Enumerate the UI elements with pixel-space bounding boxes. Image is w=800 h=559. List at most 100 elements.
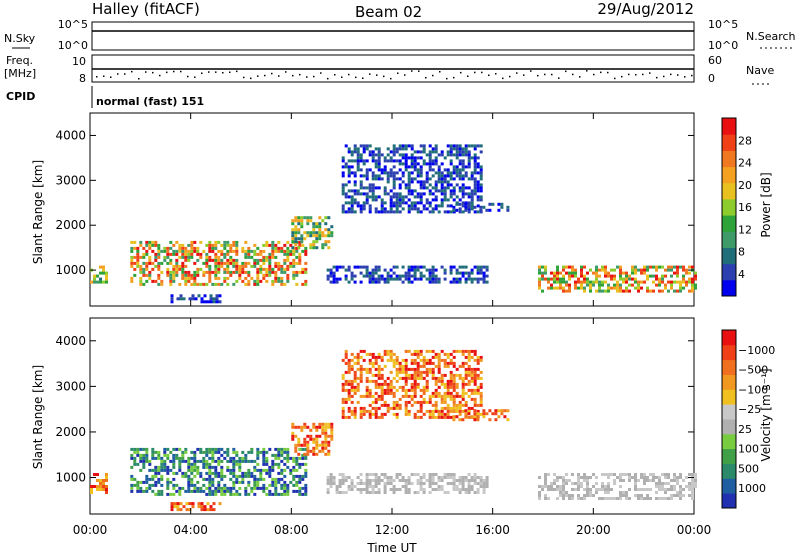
data-cell [99, 488, 102, 491]
data-cell [353, 280, 357, 284]
data-cell [235, 246, 239, 250]
data-cell [395, 373, 399, 377]
data-cell [646, 265, 649, 269]
data-cell [178, 249, 182, 253]
data-cell [392, 485, 396, 488]
data-cell [211, 465, 215, 469]
data-cell [151, 456, 155, 460]
data-cell [416, 355, 420, 359]
data-cell [679, 476, 682, 479]
data-cell [286, 246, 290, 250]
data-cell [428, 277, 432, 281]
data-cell [271, 483, 275, 487]
y-tick-label: 2000 [55, 218, 86, 232]
data-cell [151, 474, 155, 478]
data-cell [371, 280, 375, 284]
data-cell [166, 453, 170, 457]
data-cell [377, 280, 381, 284]
data-cell [679, 289, 682, 293]
data-cell [353, 355, 357, 359]
data-cell [350, 479, 354, 482]
data-cell [676, 494, 679, 497]
x-tick-label: 16:00 [475, 523, 510, 537]
nave-dot [145, 71, 147, 73]
data-cell [467, 156, 471, 160]
data-cell [386, 388, 390, 392]
data-cell [217, 450, 221, 454]
data-cell [461, 394, 465, 398]
data-cell [538, 476, 541, 479]
data-cell [467, 277, 471, 281]
data-cell [431, 373, 435, 377]
nave-dot [635, 74, 637, 76]
data-cell [694, 286, 697, 290]
data-cell [151, 249, 155, 253]
data-cell [217, 447, 221, 451]
data-cell [90, 488, 93, 491]
data-cell [306, 425, 310, 429]
x-tick-label: 12:00 [375, 523, 410, 537]
nave-dot [572, 73, 574, 76]
data-cell [271, 240, 275, 244]
data-cell [580, 265, 583, 269]
data-cell [679, 286, 682, 290]
data-cell [589, 283, 592, 287]
data-cell [646, 497, 649, 500]
data-cell [455, 195, 459, 199]
data-cell [646, 286, 649, 290]
nsky-panel-frame [91, 21, 695, 51]
data-cell [256, 468, 260, 472]
data-cell [470, 406, 474, 410]
data-cell [658, 289, 661, 293]
data-cell [401, 367, 405, 371]
data-cell [386, 159, 390, 163]
data-cell [220, 471, 224, 475]
data-cell [455, 208, 459, 212]
data-cell [446, 361, 450, 365]
data-cell [392, 201, 396, 205]
data-cell [395, 388, 399, 392]
data-cell [160, 459, 164, 463]
data-cell [286, 483, 290, 487]
data-cell [338, 485, 342, 488]
data-cell [136, 264, 140, 268]
data-cell [500, 412, 504, 416]
data-cell [395, 171, 399, 175]
data-cell [622, 289, 625, 293]
data-cell [368, 183, 372, 187]
data-cell [187, 276, 191, 280]
data-cell [283, 282, 287, 286]
data-cell [148, 273, 152, 277]
data-cell [464, 205, 468, 209]
data-cell [247, 474, 251, 478]
data-cell [470, 195, 474, 199]
data-cell [347, 150, 351, 154]
data-cell [176, 505, 180, 509]
data-cell [341, 479, 345, 482]
data-cell [344, 415, 348, 419]
data-cell [407, 180, 411, 184]
data-cell [238, 264, 242, 268]
data-cell [401, 370, 405, 374]
nave-dot [250, 77, 252, 80]
data-cell [344, 183, 348, 187]
data-cell [443, 364, 447, 368]
data-cell [289, 456, 293, 460]
data-cell [353, 485, 357, 488]
power-colorbar-label: Power [dB] [759, 172, 773, 237]
data-cell [262, 258, 266, 262]
data-cell [440, 198, 444, 202]
data-cell [413, 204, 417, 208]
data-cell [160, 270, 164, 274]
data-cell [160, 492, 164, 496]
data-cell [556, 476, 559, 479]
data-cell [327, 443, 331, 447]
data-cell [458, 207, 462, 211]
data-cell [298, 477, 302, 481]
data-cell [407, 189, 411, 193]
data-cell [631, 265, 634, 269]
data-cell [392, 144, 396, 148]
data-cell [303, 437, 307, 441]
data-cell [196, 459, 200, 463]
